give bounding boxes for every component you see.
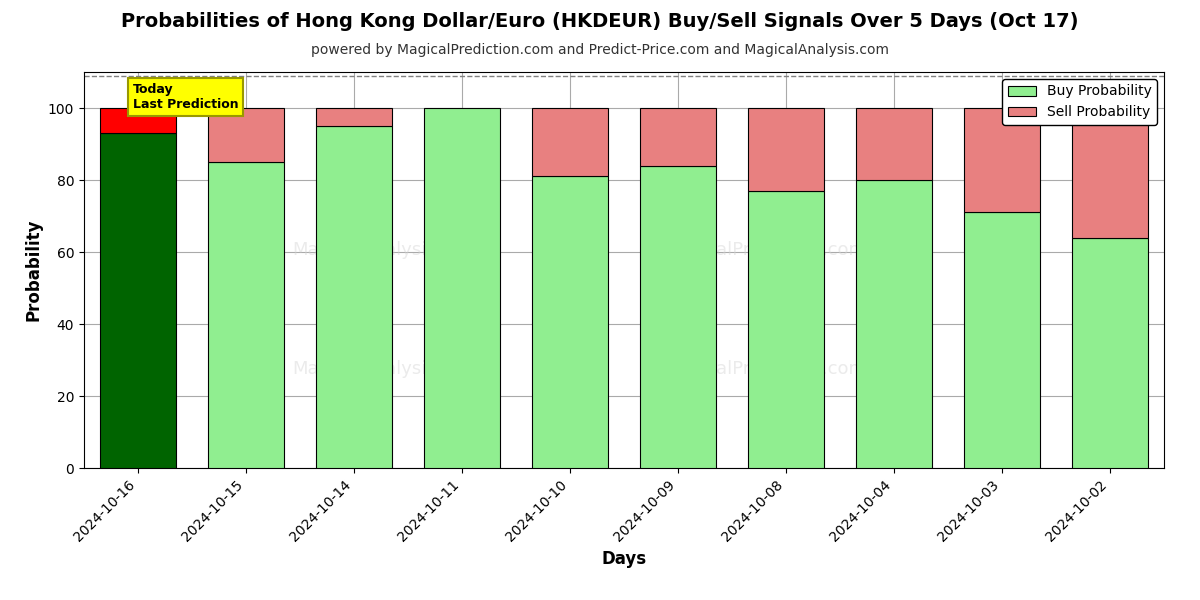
Bar	[101, 133, 176, 468]
Bar	[425, 108, 500, 468]
Bar	[965, 212, 1039, 468]
Bar	[749, 108, 824, 191]
Bar	[209, 162, 284, 468]
Bar	[533, 108, 607, 176]
Bar	[101, 108, 176, 133]
Text: powered by MagicalPrediction.com and Predict-Price.com and MagicalAnalysis.com: powered by MagicalPrediction.com and Pre…	[311, 43, 889, 57]
Bar	[317, 126, 391, 468]
Bar	[533, 176, 607, 468]
Bar	[641, 108, 716, 166]
Bar	[317, 108, 391, 126]
Bar	[1073, 108, 1147, 238]
Text: Today
Last Prediction: Today Last Prediction	[132, 83, 239, 111]
Bar	[857, 108, 932, 180]
Text: Probabilities of Hong Kong Dollar/Euro (HKDEUR) Buy/Sell Signals Over 5 Days (Oc: Probabilities of Hong Kong Dollar/Euro (…	[121, 12, 1079, 31]
Text: MagicalPrediction.com: MagicalPrediction.com	[662, 360, 866, 378]
Bar	[965, 108, 1039, 212]
Bar	[641, 166, 716, 468]
Bar	[749, 191, 824, 468]
Text: MagicalAnalysis.com: MagicalAnalysis.com	[293, 241, 480, 259]
Bar	[209, 108, 284, 162]
Legend: Buy Probability, Sell Probability: Buy Probability, Sell Probability	[1002, 79, 1157, 125]
Text: MagicalPrediction.com: MagicalPrediction.com	[662, 241, 866, 259]
Text: MagicalAnalysis.com: MagicalAnalysis.com	[293, 360, 480, 378]
X-axis label: Days: Days	[601, 550, 647, 568]
Bar	[1073, 238, 1147, 468]
Y-axis label: Probability: Probability	[24, 219, 42, 321]
Bar	[857, 180, 932, 468]
